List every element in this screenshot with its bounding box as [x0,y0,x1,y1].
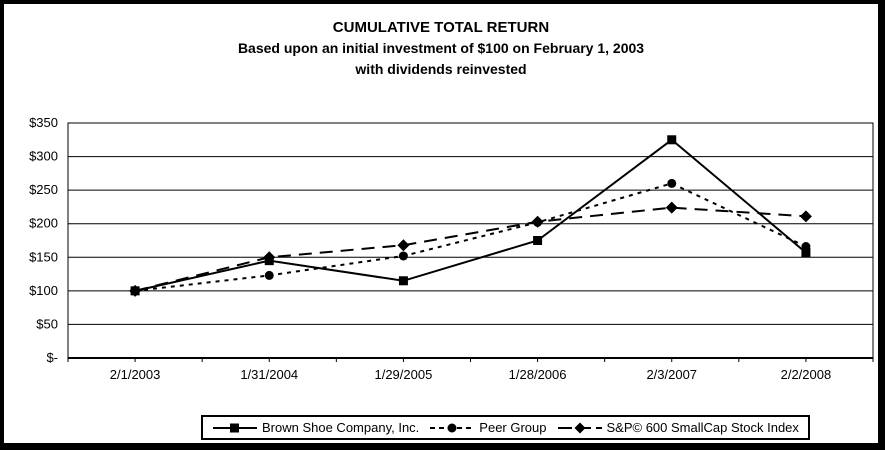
chart-title: CUMULATIVE TOTAL RETURN Based upon an in… [4,17,878,80]
data-point-brown-shoe-company-inc [533,236,543,245]
series-line-s-p-600-smallcap-stock-index [134,206,806,292]
legend-diamond-marker-icon [557,422,602,433]
y-axis-tick-label: $150 [29,249,58,264]
cumulative-return-chart: $350 $300 $250 $200 $150 $100 $50 $- 2/1/2003 1/3… [29,115,874,382]
y-axis-tick-label: $50 [36,316,58,331]
data-point-s-p-600-smallcap-stock-index [531,215,544,228]
legend-label: Peer Group [479,420,547,435]
chart-title-line1: CUMULATIVE TOTAL RETURN [332,19,550,36]
x-axis-tick-label: 1/31/2004 [240,367,298,382]
x-axis-tick-label: 1/29/2005 [374,367,432,382]
x-axis-tick-label: 2/3/2007 [646,367,697,382]
legend-label: Brown Shoe Company, Inc. [262,420,420,435]
y-axis-tick-label: $100 [29,283,58,298]
data-point-brown-shoe-company-inc [667,135,677,145]
x-axis-tick-label: 2/2/2008 [781,367,832,382]
data-point-brown-shoe-company-inc [398,276,408,286]
data-point-brown-shoe-company-inc [801,248,811,258]
y-axis-tick-label: $200 [29,216,58,231]
plot-area [67,122,874,359]
data-point-brown-shoe-company-inc [264,256,274,266]
chart-title-line2: Based upon an initial investment of $100… [237,40,645,56]
legend-circle-marker-icon [430,423,475,432]
legend-item: S&P© 600 SmallCap Stock Index [557,420,799,435]
y-axis-tick-label: $350 [29,115,58,130]
legend-item: Peer Group [429,420,547,435]
legend-item: Brown Shoe Company, Inc. [212,420,419,435]
data-point-peer-group [264,270,274,280]
data-point-brown-shoe-company-inc [130,286,140,296]
x-axis-tick-label: 1/28/2006 [509,367,567,382]
y-axis-tick-label: $- [46,350,58,365]
data-point-peer-group [398,251,408,261]
legend-label: S&P© 600 SmallCap Stock Index [606,420,799,435]
y-axis-tick-label: $300 [29,149,58,164]
chart-legend: Brown Shoe Company, Inc. Peer Group S&P© 6… [201,415,810,440]
data-point-peer-group [667,178,677,188]
series-line-brown-shoe-company-inc [134,138,807,292]
data-point-s-p-600-smallcap-stock-index [397,239,410,252]
legend-square-marker-icon [213,423,257,432]
y-axis-tick-label: $250 [29,182,58,197]
chart-title-line3: with dividends reinvested [355,61,527,77]
data-point-s-p-600-smallcap-stock-index [799,210,812,223]
data-point-s-p-600-smallcap-stock-index [665,201,678,214]
x-axis-tick-label: 2/1/2003 [110,367,161,382]
